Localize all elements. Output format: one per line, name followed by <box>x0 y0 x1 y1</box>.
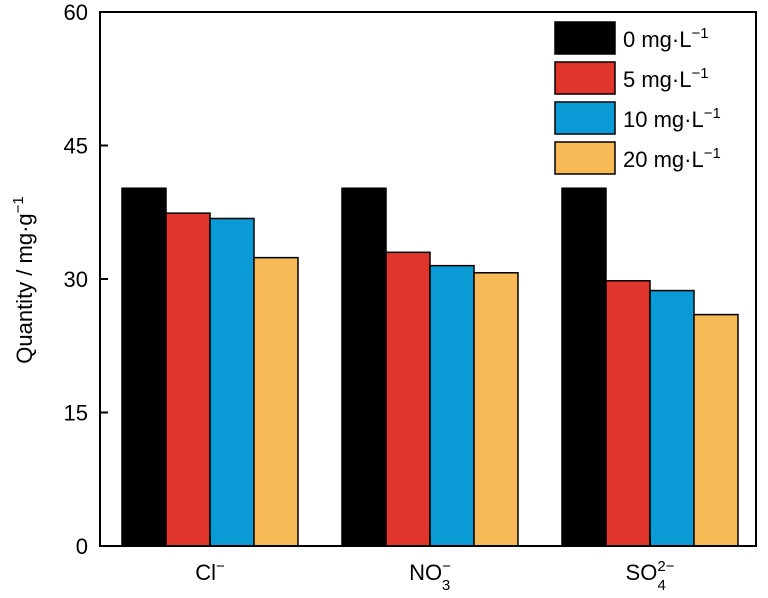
y-tick-label-0: 0 <box>76 534 88 559</box>
x-category-label-1: NO− 3 <box>409 558 451 594</box>
bar-series-1-category-1 <box>385 251 431 547</box>
x-axis-category-labels: Cl− NO− 3 SO2− 4 <box>195 538 675 594</box>
bar-series-1-category-2 <box>605 280 651 547</box>
bar-series-3-category-0 <box>253 256 299 547</box>
y-tick-label-3: 45 <box>64 134 88 159</box>
plot-frame <box>99 11 757 547</box>
bar-series-2-category-1 <box>429 264 475 547</box>
x-category-label-2: SO2− 4 <box>626 558 675 594</box>
y-tick-label-1: 15 <box>64 401 88 426</box>
legend: 0 mg·L−1 5 mg·L−1 10 mg·L−1 20 mg·L−1 <box>554 21 721 175</box>
y-axis-label: Quantity / mg·g−1 <box>10 196 37 364</box>
y-axis-ticks: 0 15 30 45 60 <box>64 0 108 559</box>
bars-layer <box>121 187 739 547</box>
legend-swatch-2 <box>554 101 616 135</box>
legend-label-1: 5 mg·L−1 <box>623 65 709 92</box>
legend-swatch-1 <box>554 61 616 95</box>
legend-label-2: 10 mg·L−1 <box>623 105 721 132</box>
legend-label-0: 0 mg·L−1 <box>623 25 709 52</box>
x-category-label-0: Cl− <box>195 558 225 585</box>
legend-swatch-0 <box>554 21 616 55</box>
bar-series-3-category-1 <box>473 272 519 547</box>
legend-label-3: 20 mg·L−1 <box>623 145 721 172</box>
bar-series-0-category-1 <box>341 187 387 547</box>
bar-series-2-category-2 <box>649 289 695 547</box>
bar-series-1-category-0 <box>165 212 211 547</box>
bar-series-0-category-0 <box>121 187 167 547</box>
legend-swatch-3 <box>554 141 616 175</box>
y-tick-label-4: 60 <box>64 0 88 25</box>
y-tick-label-2: 30 <box>64 267 88 292</box>
bar-series-3-category-2 <box>693 313 739 547</box>
bar-series-2-category-0 <box>209 217 255 547</box>
bar-series-0-category-2 <box>561 187 607 547</box>
